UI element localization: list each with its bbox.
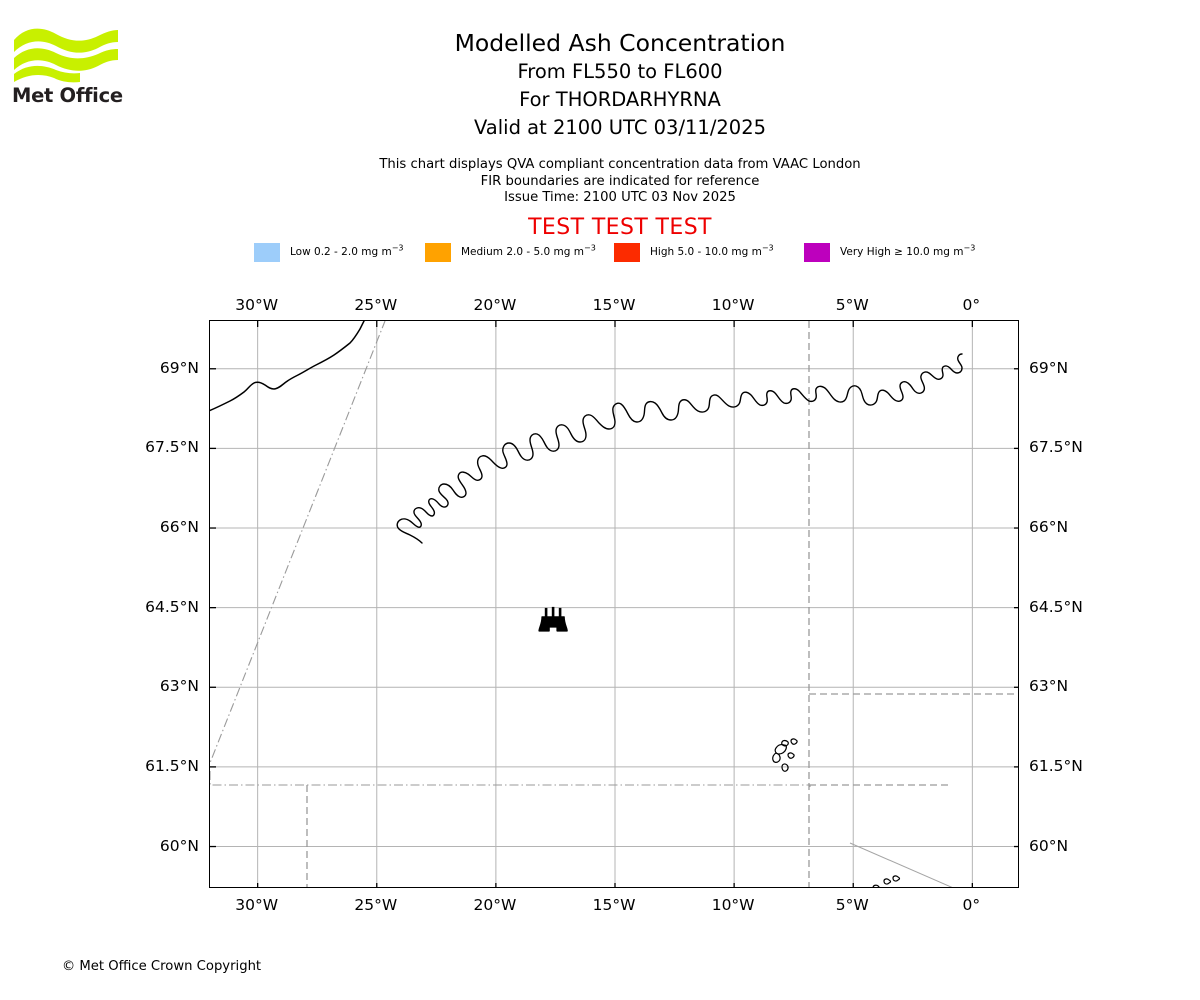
lat-tick-right-60°N: 60°N [1029,836,1069,855]
lon-tick-bottom-25°W: 25°W [354,896,398,914]
fir-boundary-lines [210,321,811,787]
lat-tick-left-69°N: 69°N [159,358,199,377]
legend-item-0: Low 0.2 - 2.0 mg m−3 [254,241,403,263]
description-line-1: This chart displays QVA compliant concen… [379,157,861,172]
lon-tick-top-5°W: 5°W [835,296,869,314]
lon-tick-bottom-20°W: 20°W [473,896,517,914]
orkney-islands-coastline [872,875,901,887]
iceland-coastline [396,353,963,544]
lat-tick-right-67.5°N: 67.5°N [1029,438,1083,457]
title-flight-levels: From FL550 to FL600 [517,60,723,83]
lon-tick-top-0°: 0° [962,296,981,314]
met-office-wave-icon [14,28,118,83]
concentration-legend: Low 0.2 - 2.0 mg m−3 Medium 2.0 - 5.0 mg … [209,241,1019,263]
lon-tick-top-25°W: 25°W [354,296,398,314]
legend-label-1: Medium 2.0 - 5.0 mg m−3 [461,243,596,258]
met-office-logo: Met Office [12,22,132,114]
lon-tick-top-20°W: 20°W [473,296,517,314]
legend-swatch-0 [254,242,280,262]
lon-tick-top-10°W: 10°W [711,296,755,314]
lon-tick-bottom-5°W: 5°W [835,896,869,914]
description-line-3: Issue Time: 2100 UTC 03 Nov 2025 [504,190,736,205]
lat-tick-left-63°N: 63°N [159,677,199,696]
lat-tick-right-63°N: 63°N [1029,677,1069,696]
faroe-islands-coastline [772,738,798,772]
fir-boundary-south [210,771,811,787]
legend-swatch-1 [425,242,451,262]
lon-tick-bottom-15°W: 15°W [592,896,636,914]
lon-tick-top-15°W: 15°W [592,296,636,314]
legend-label-3: Very High ≥ 10.0 mg m−3 [840,243,976,258]
lat-tick-right-64.5°N: 64.5°N [1029,597,1083,616]
legend-item-3: Very High ≥ 10.0 mg m−3 [804,241,975,263]
legend-label-0: Low 0.2 - 2.0 mg m−3 [290,243,404,258]
fir-boundary-corner-lines [849,842,953,887]
map-canvas [210,321,1018,887]
description-line-2: FIR boundaries are indicated for referen… [480,173,760,189]
legend-item-2: High 5.0 - 10.0 mg m−3 [614,241,774,263]
lat-tick-right-66°N: 66°N [1029,518,1069,537]
lon-tick-bottom-10°W: 10°W [711,896,755,914]
fir-boundary-southeast-diagonal [849,842,953,887]
lat-tick-right-61.5°N: 61.5°N [1029,756,1083,775]
lat-tick-left-64.5°N: 64.5°N [145,597,199,616]
lon-tick-bottom-30°W: 30°W [235,896,279,914]
lon-tick-bottom-0°: 0° [962,896,981,914]
legend-swatch-3 [804,242,830,262]
chart-title-block: Modelled Ash Concentration From FL550 to… [140,28,1100,142]
legend-swatch-2 [614,242,640,262]
legend-label-2: High 5.0 - 10.0 mg m−3 [650,243,774,258]
map-plot-area[interactable] [209,320,1019,888]
volcano-marker-icon [538,606,568,632]
greenland-coastline [210,321,365,412]
lat-tick-left-66°N: 66°N [159,518,199,537]
lat-tick-right-69°N: 69°N [1029,358,1069,377]
chart-description-block: This chart displays QVA compliant concen… [140,157,1100,207]
lon-tick-top-30°W: 30°W [235,296,279,314]
lat-tick-left-61.5°N: 61.5°N [145,756,199,775]
title-valid-time: Valid at 2100 UTC 03/11/2025 [473,116,767,139]
test-banner: TEST TEST TEST [528,215,712,240]
legend-item-1: Medium 2.0 - 5.0 mg m−3 [425,241,596,263]
copyright-notice: © Met Office Crown Copyright [62,959,262,974]
lat-tick-left-60°N: 60°N [159,836,199,855]
fir-boundary-northwest [210,321,386,765]
met-office-logo-text: Met Office [12,84,123,107]
map-gridlines [210,321,1018,887]
page-title: Modelled Ash Concentration [454,29,786,57]
title-volcano-name: For THORDARHYRNA [519,88,721,111]
lat-tick-left-67.5°N: 67.5°N [145,438,199,457]
fir-boundary-dashed-lines [306,321,1018,887]
